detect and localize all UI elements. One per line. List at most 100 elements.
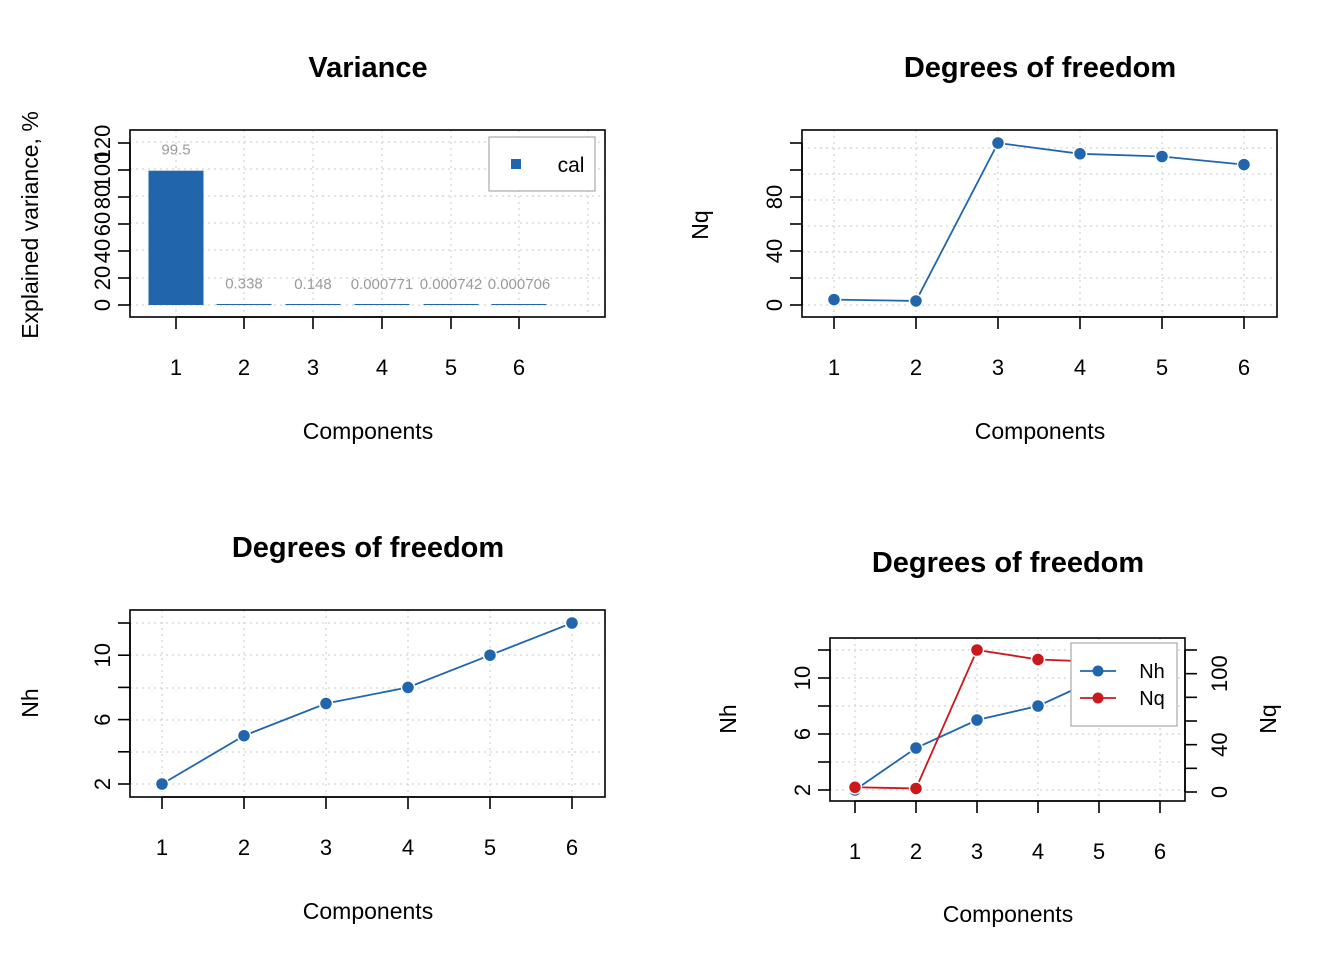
bar-value-label: 0.148 xyxy=(294,276,332,293)
y-tick-label: 40 xyxy=(90,239,115,263)
x-tick-label: 5 xyxy=(1093,839,1105,864)
data-point-nh xyxy=(564,615,580,631)
x-tick-label: 2 xyxy=(910,839,922,864)
legend-marker-nh xyxy=(1092,665,1104,677)
x-tick-label: 2 xyxy=(238,835,250,860)
y-right-tick-label: 100 xyxy=(1207,655,1232,692)
x-axis-title: Components xyxy=(303,898,433,924)
data-point-nq xyxy=(847,780,863,795)
data-point-nh xyxy=(1030,698,1046,714)
legend-marker-nq xyxy=(1092,692,1104,704)
legend-swatch-cal xyxy=(511,159,521,169)
x-tick-label: 3 xyxy=(971,839,983,864)
x-tick-label: 6 xyxy=(1154,839,1166,864)
x-tick-label: 4 xyxy=(1074,355,1086,380)
series-line-nq xyxy=(833,142,1245,302)
data-point-nq xyxy=(908,293,924,309)
data-point-nq xyxy=(1030,652,1046,667)
bar-value-label: 0.000706 xyxy=(488,276,551,293)
chart-title: Degrees of freedom xyxy=(904,52,1176,84)
data-point-nh xyxy=(969,712,985,728)
y-tick-label: 2 xyxy=(90,778,115,790)
y-tick-label: 0 xyxy=(762,299,787,311)
data-point-nq xyxy=(908,781,924,796)
chart-title: Variance xyxy=(308,52,427,84)
bar-value-label: 0.338 xyxy=(225,276,263,293)
y-right-tick-label: 0 xyxy=(1207,786,1232,798)
data-point-nh xyxy=(482,647,498,663)
y-tick-label: 6 xyxy=(790,728,815,740)
data-point-nq xyxy=(969,642,985,658)
chart-title: Degrees of freedom xyxy=(872,547,1144,579)
bar xyxy=(423,304,479,305)
data-point-nh xyxy=(400,680,416,695)
y-tick-label: 2 xyxy=(790,784,815,796)
y-tick-label: 40 xyxy=(762,239,787,263)
panel-dof-nh: 1 2 3 4 5 6 2 6 10 Degrees of freedom Components Nh xyxy=(17,532,606,924)
y-tick-label: 100 xyxy=(90,152,115,189)
x-tick-label: 6 xyxy=(566,835,578,860)
legend-box xyxy=(488,136,596,192)
bar xyxy=(148,170,204,305)
y-axis-title: Nh xyxy=(17,688,43,717)
y-axis-title: Explained variance, % xyxy=(17,111,43,339)
y-tick-label: 120 xyxy=(90,125,115,162)
legend-label-nq: Nq xyxy=(1139,688,1165,710)
y-tick-label: 80 xyxy=(762,185,787,209)
data-point-nq xyxy=(1072,146,1088,162)
x-tick-label: 3 xyxy=(307,355,319,380)
legend-label-nh: Nh xyxy=(1139,661,1165,683)
x-axis-title: Components xyxy=(303,418,433,444)
x-tick-label: 3 xyxy=(320,835,332,860)
legend-box xyxy=(1070,642,1178,727)
x-tick-label: 2 xyxy=(910,355,922,380)
x-axis-title: Components xyxy=(975,418,1105,444)
bar-value-label: 0.000771 xyxy=(351,276,414,293)
x-tick-label: 5 xyxy=(484,835,496,860)
x-tick-label: 1 xyxy=(828,355,840,380)
y-tick-label: 10 xyxy=(790,666,815,690)
x-tick-label: 1 xyxy=(156,835,168,860)
x-tick-label: 1 xyxy=(170,355,182,380)
panel-dof-nq: 1 2 3 4 5 6 0 40 80 Degrees of freedom Components N… xyxy=(687,52,1278,444)
data-point-nq xyxy=(1154,149,1170,164)
y-tick-label: 20 xyxy=(90,266,115,290)
legend-label-cal: cal xyxy=(558,154,585,177)
x-tick-label: 2 xyxy=(238,355,250,380)
x-tick-label: 4 xyxy=(402,835,414,860)
x-tick-label: 6 xyxy=(1238,355,1250,380)
series-line-nh xyxy=(161,622,573,785)
x-tick-label: 3 xyxy=(992,355,1004,380)
bar-value-label: 0.000742 xyxy=(420,276,483,293)
data-point-nh xyxy=(236,728,252,743)
data-point-nq xyxy=(1236,157,1252,172)
y-axis-title: Nq xyxy=(687,210,713,239)
data-point-nq xyxy=(826,292,842,307)
y-tick-label: 60 xyxy=(90,212,115,236)
data-point-nq xyxy=(990,135,1006,151)
x-tick-label: 4 xyxy=(376,355,388,380)
legend: Nh Nq xyxy=(1070,642,1178,727)
data-point-nh xyxy=(908,740,924,756)
x-tick-label: 5 xyxy=(445,355,457,380)
x-tick-label: 1 xyxy=(849,839,861,864)
y-tick-label: 80 xyxy=(90,185,115,209)
bar xyxy=(285,304,341,305)
plot-frame xyxy=(801,129,1278,318)
x-tick-label: 5 xyxy=(1156,355,1168,380)
y-tick-label: 6 xyxy=(90,713,115,725)
x-tick-label: 6 xyxy=(513,355,525,380)
x-axis-title: Components xyxy=(943,901,1073,927)
data-point-nh xyxy=(318,696,334,711)
y-right-tick-label: 40 xyxy=(1207,732,1232,756)
y-axis-title: Nh xyxy=(715,704,741,733)
bar xyxy=(216,304,272,305)
data-point-nh xyxy=(154,776,170,792)
chart-title: Degrees of freedom xyxy=(232,532,504,564)
bar xyxy=(491,304,547,305)
x-tick-label: 4 xyxy=(1032,839,1044,864)
legend: cal xyxy=(488,136,596,192)
